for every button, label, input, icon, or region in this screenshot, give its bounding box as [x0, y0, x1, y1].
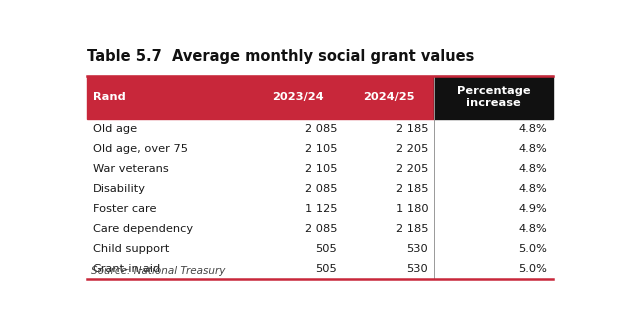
- Text: 530: 530: [406, 264, 428, 274]
- Text: 4.8%: 4.8%: [519, 124, 547, 133]
- Text: 5.0%: 5.0%: [518, 264, 547, 274]
- Text: Foster care: Foster care: [92, 204, 156, 214]
- Text: Source: National Treasury: Source: National Treasury: [90, 266, 225, 276]
- Text: Old age: Old age: [92, 124, 137, 133]
- Text: 4.9%: 4.9%: [519, 204, 547, 214]
- Text: 2 085: 2 085: [305, 124, 338, 133]
- Text: 2 085: 2 085: [305, 184, 338, 194]
- Text: 2024/25: 2024/25: [363, 92, 414, 102]
- Text: 4.8%: 4.8%: [519, 224, 547, 234]
- Text: 4.8%: 4.8%: [519, 184, 547, 194]
- Text: Disability: Disability: [92, 184, 145, 194]
- Text: Percentage
increase: Percentage increase: [457, 87, 530, 108]
- Text: 2 185: 2 185: [396, 124, 428, 133]
- Text: 2 205: 2 205: [396, 164, 428, 174]
- Bar: [87, 179, 553, 199]
- Text: 2 105: 2 105: [305, 164, 338, 174]
- Bar: [87, 158, 553, 179]
- Bar: [87, 239, 553, 259]
- Bar: [87, 139, 553, 158]
- Text: 5.0%: 5.0%: [518, 244, 547, 254]
- Text: Table 5.7  Average monthly social grant values: Table 5.7 Average monthly social grant v…: [87, 49, 474, 64]
- Text: 2023/24: 2023/24: [272, 92, 323, 102]
- Text: 2 205: 2 205: [396, 144, 428, 154]
- Text: War veterans: War veterans: [92, 164, 168, 174]
- Bar: [87, 259, 553, 279]
- Text: Old age, over 75: Old age, over 75: [92, 144, 187, 154]
- Text: Rand: Rand: [92, 92, 125, 102]
- Bar: [87, 119, 553, 139]
- Bar: [87, 76, 434, 119]
- Text: 4.8%: 4.8%: [519, 144, 547, 154]
- Text: Care dependency: Care dependency: [92, 224, 193, 234]
- Text: 2 105: 2 105: [305, 144, 338, 154]
- Text: 530: 530: [406, 244, 428, 254]
- Text: 505: 505: [316, 264, 338, 274]
- Bar: [434, 76, 553, 119]
- Text: 4.8%: 4.8%: [519, 164, 547, 174]
- Bar: [87, 219, 553, 239]
- Text: 1 180: 1 180: [396, 204, 428, 214]
- Text: Grant-in-aid: Grant-in-aid: [92, 264, 161, 274]
- Text: 2 185: 2 185: [396, 224, 428, 234]
- Text: Child support: Child support: [92, 244, 169, 254]
- Bar: [87, 199, 553, 219]
- Text: 1 125: 1 125: [305, 204, 338, 214]
- Text: 505: 505: [316, 244, 338, 254]
- Text: 2 085: 2 085: [305, 224, 338, 234]
- Text: 2 185: 2 185: [396, 184, 428, 194]
